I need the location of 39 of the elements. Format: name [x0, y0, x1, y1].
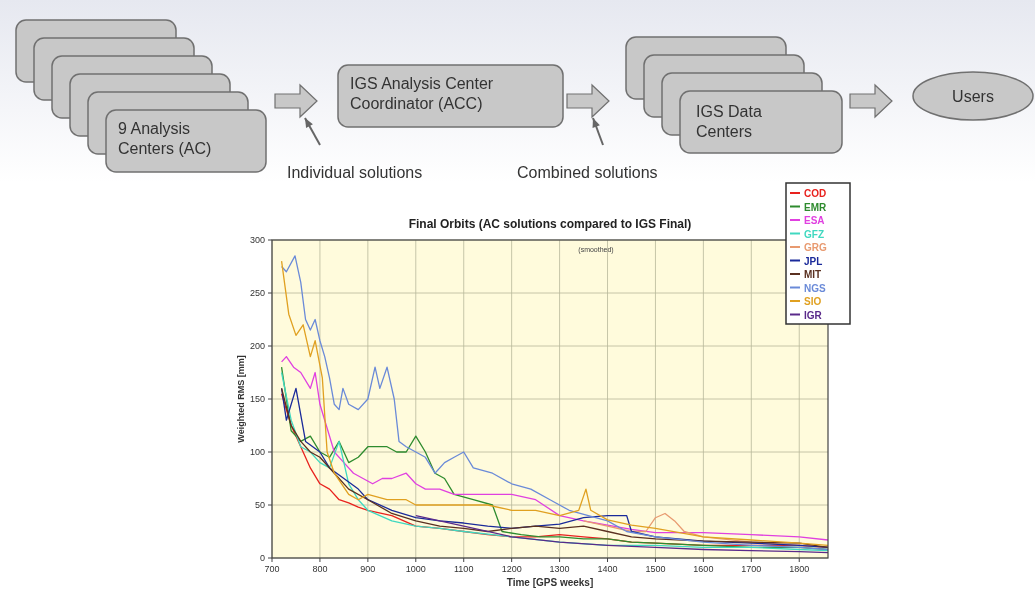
x-tick-label: 800	[312, 564, 328, 574]
x-tick-label: 1500	[645, 564, 666, 574]
x-tick-label: 1200	[501, 564, 522, 574]
y-tick-label: 100	[249, 447, 265, 457]
text: IGS Analysis Center Coordinator (ACC)	[350, 75, 494, 112]
x-tick-label: 1800	[789, 564, 810, 574]
y-tick-label: 50	[254, 500, 265, 510]
chart-title: Final Orbits (AC solutions compared to IGS Final)	[408, 217, 692, 231]
x-axis-title: Time [GPS weeks]	[506, 577, 594, 588]
line-series	[415, 514, 829, 554]
y-tick-label: 150	[249, 394, 265, 404]
x-tick-label: 1600	[693, 564, 714, 574]
y-tick-label: 200	[249, 341, 265, 351]
y-tick-label: 0	[259, 553, 265, 563]
legend-label: JPL	[804, 255, 823, 267]
y-tick-label: 300	[249, 235, 265, 245]
x-tick-label: 1400	[597, 564, 618, 574]
x-tick-label: 1300	[549, 564, 570, 574]
legend-label: SIO	[804, 296, 822, 307]
text: Combined solutions	[517, 164, 658, 181]
x-tick-label: 1000	[405, 564, 426, 574]
x-tick-label: 1100	[454, 564, 474, 574]
x-tick-label: 700	[264, 564, 280, 574]
legend-label: COD	[804, 188, 827, 199]
x-tick-label: 900	[360, 564, 376, 574]
legend-label: GFZ	[804, 228, 824, 240]
text: Users	[952, 88, 994, 105]
legend-label: NGS	[804, 282, 826, 294]
legend-label: ESA	[804, 215, 825, 226]
legend-label: GRG	[804, 242, 827, 253]
text: 9 Analysis Centers (AC)	[118, 120, 212, 157]
y-axis-title: Weighted RMS [mm]	[236, 355, 246, 443]
text: IGS Data Centers	[696, 103, 762, 140]
text: Individual solutions	[287, 164, 423, 181]
legend-label: MIT	[804, 269, 822, 280]
legend-label: IGR	[804, 309, 823, 321]
legend-label: EMR	[804, 201, 827, 213]
y-tick-label: 250	[249, 288, 265, 298]
x-tick-label: 1700	[741, 564, 762, 574]
